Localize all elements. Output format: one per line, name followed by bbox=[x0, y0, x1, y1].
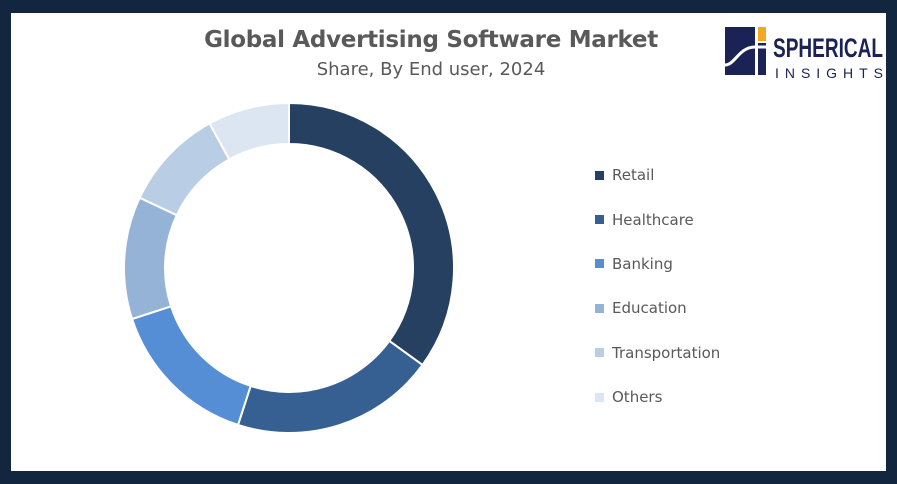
legend-swatch bbox=[595, 259, 604, 269]
donut-slice-education bbox=[123, 196, 179, 321]
legend: Retail Healthcare Banking Education Transpor… bbox=[595, 153, 720, 419]
legend-item-banking: Banking bbox=[595, 242, 720, 286]
legend-item-education: Education bbox=[595, 286, 720, 330]
legend-label: Healthcare bbox=[612, 210, 694, 229]
donut-slice-retail bbox=[288, 101, 455, 367]
legend-item-transportation: Transportation bbox=[595, 331, 720, 375]
legend-swatch bbox=[595, 215, 604, 225]
chart-subtitle: Share, By End user, 2024 bbox=[316, 59, 546, 80]
legend-swatch bbox=[595, 303, 604, 313]
logo-text-1: SPHERICAL bbox=[773, 33, 883, 63]
donut-slice-transportation bbox=[138, 122, 231, 217]
chart-card: Global Advertising Software Market Share… bbox=[11, 13, 886, 471]
logo-text-2: INSIGHTS bbox=[775, 65, 883, 79]
legend-swatch bbox=[595, 170, 604, 180]
legend-label: Transportation bbox=[612, 343, 721, 362]
legend-swatch bbox=[595, 348, 604, 358]
legend-item-others: Others bbox=[595, 375, 720, 419]
legend-item-healthcare: Healthcare bbox=[595, 197, 720, 241]
donut-chart bbox=[123, 101, 455, 434]
chart-title: Global Advertising Software Market bbox=[204, 27, 658, 53]
legend-item-retail: Retail bbox=[595, 153, 720, 197]
legend-swatch bbox=[595, 392, 604, 402]
legend-label: Banking bbox=[612, 254, 673, 273]
legend-label: Education bbox=[612, 299, 687, 318]
legend-label: Others bbox=[612, 388, 663, 407]
donut-slice-banking bbox=[130, 305, 252, 427]
donut-slice-others bbox=[208, 101, 290, 161]
legend-label: Retail bbox=[612, 166, 655, 185]
spherical-insights-logo: SPHERICAL INSIGHTS bbox=[724, 17, 885, 84]
donut-slice-healthcare bbox=[236, 339, 424, 434]
